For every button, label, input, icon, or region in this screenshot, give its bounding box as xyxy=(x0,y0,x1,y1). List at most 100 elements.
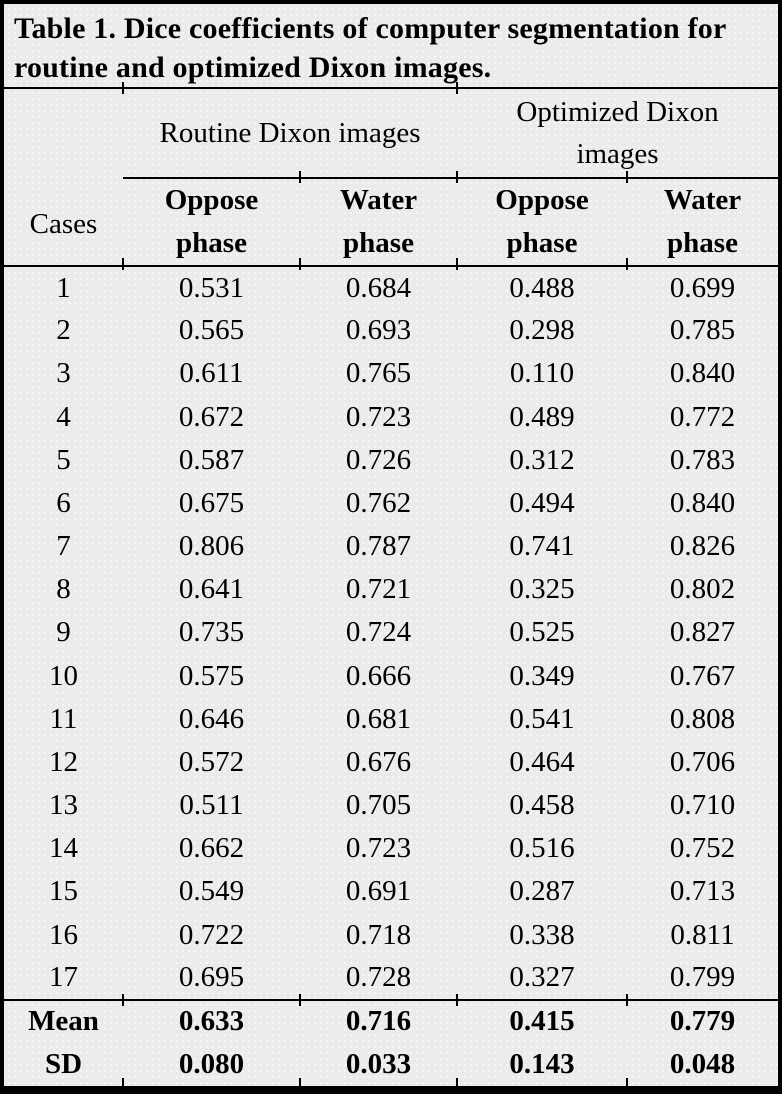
summary-label: SD xyxy=(44,1047,83,1080)
dice-value: 0.691 xyxy=(345,875,412,908)
column-divider-tick xyxy=(122,82,124,94)
dice-value: 0.641 xyxy=(178,573,245,606)
dice-value: 0.489 xyxy=(509,400,575,433)
table-row: 13 0.511 0.705 0.458 0.710 xyxy=(4,784,778,827)
column-divider-tick xyxy=(626,171,628,183)
column-divider-tick xyxy=(456,994,458,1006)
dice-value: 0.549 xyxy=(178,875,245,908)
dice-value: 0.741 xyxy=(509,530,575,563)
table-row: 8 0.641 0.721 0.325 0.802 xyxy=(4,568,778,611)
case-number: 2 xyxy=(56,314,71,347)
table-row: 16 0.722 0.718 0.338 0.811 xyxy=(4,914,778,957)
dice-value: 0.783 xyxy=(669,443,736,476)
dice-value: 0.325 xyxy=(509,573,575,606)
dice-value: 0.718 xyxy=(345,918,412,951)
dice-value: 0.572 xyxy=(178,745,245,778)
dice-value: 0.516 xyxy=(509,832,575,865)
table-row: 15 0.549 0.691 0.287 0.713 xyxy=(4,870,778,913)
dice-value: 0.511 xyxy=(179,789,244,822)
column-divider-tick xyxy=(122,258,124,270)
dice-value: 0.723 xyxy=(345,400,412,433)
case-number: 8 xyxy=(56,573,71,606)
dice-value: 0.722 xyxy=(178,918,245,951)
dice-value: 0.575 xyxy=(178,659,245,692)
dice-value: 0.726 xyxy=(345,443,412,476)
dice-value: 0.415 xyxy=(509,1005,575,1038)
table-row: 2 0.565 0.693 0.298 0.785 xyxy=(4,309,778,352)
table-row: 9 0.735 0.724 0.525 0.827 xyxy=(4,611,778,654)
table-row: 11 0.646 0.681 0.541 0.808 xyxy=(4,698,778,741)
dice-value: 0.675 xyxy=(178,486,245,519)
dice-value: 0.787 xyxy=(345,530,412,563)
dice-value: 0.488 xyxy=(509,271,575,304)
column-divider-tick xyxy=(299,1078,301,1086)
column-divider-tick xyxy=(299,171,301,183)
table-row: 14 0.662 0.723 0.516 0.752 xyxy=(4,827,778,870)
summary-label: Mean xyxy=(28,1005,99,1038)
table-body: 1 0.531 0.684 0.488 0.699 2 0.565 0.693 … xyxy=(4,266,779,1001)
group-header-optimized-label: Optimized Dixon images xyxy=(516,96,719,170)
dice-value: 0.048 xyxy=(669,1047,736,1080)
table-row: 12 0.572 0.676 0.464 0.706 xyxy=(4,741,778,784)
column-divider-tick xyxy=(456,1078,458,1086)
table-row: 17 0.695 0.728 0.327 0.799 xyxy=(4,956,779,1001)
dice-value: 0.458 xyxy=(509,789,575,822)
group-header-row: Cases Routine Dixon images Optimized Dix… xyxy=(4,89,779,267)
dice-value: 0.779 xyxy=(669,1005,736,1038)
dice-value: 0.721 xyxy=(345,573,412,606)
dice-value: 0.672 xyxy=(178,400,245,433)
dice-value: 0.080 xyxy=(178,1047,245,1080)
case-number: 4 xyxy=(56,400,71,433)
table-row: 3 0.611 0.765 0.110 0.840 xyxy=(4,352,778,395)
case-number: 17 xyxy=(4,956,123,1001)
cases-column-header: Cases xyxy=(4,89,123,267)
dice-value: 0.298 xyxy=(509,314,575,347)
dice-value: 0.826 xyxy=(669,530,736,563)
dice-value: 0.587 xyxy=(178,443,245,476)
dice-value: 0.767 xyxy=(669,659,736,692)
dice-value: 0.611 xyxy=(179,357,244,390)
group-header-optimized: Optimized Dixon images xyxy=(457,89,779,179)
dice-value: 0.735 xyxy=(178,616,245,649)
dice-value: 0.110 xyxy=(509,357,575,390)
table-row: 10 0.575 0.666 0.349 0.767 xyxy=(4,655,778,698)
dice-value: 0.646 xyxy=(178,702,245,735)
case-number: 7 xyxy=(56,530,71,563)
case-number: 13 xyxy=(49,789,78,822)
case-number: 5 xyxy=(56,443,71,476)
group-header-routine: Routine Dixon images xyxy=(123,89,458,179)
dice-value: 0.525 xyxy=(509,616,575,649)
column-divider-tick xyxy=(299,258,301,270)
case-number: 11 xyxy=(49,702,78,735)
dice-value: 0.752 xyxy=(669,832,736,865)
dice-value: 0.327 xyxy=(457,956,628,1001)
dice-value: 0.785 xyxy=(669,314,736,347)
dice-value: 0.808 xyxy=(669,702,736,735)
dice-value: 0.724 xyxy=(345,616,412,649)
dice-value: 0.033 xyxy=(345,1047,412,1080)
sub-header-routine-oppose: Oppose phase xyxy=(123,178,300,267)
dice-value: 0.349 xyxy=(509,659,575,692)
dice-value: 0.633 xyxy=(178,1005,245,1038)
dice-value: 0.772 xyxy=(669,400,736,433)
dice-value: 0.681 xyxy=(345,702,412,735)
dice-value: 0.666 xyxy=(345,659,412,692)
column-divider-tick xyxy=(122,1078,124,1086)
case-number: 1 xyxy=(56,271,71,304)
table-row: 6 0.675 0.762 0.494 0.840 xyxy=(4,482,778,525)
case-number: 16 xyxy=(49,918,78,951)
table-header: Cases Routine Dixon images Optimized Dix… xyxy=(4,89,779,267)
dice-value: 0.312 xyxy=(509,443,575,476)
dice-value: 0.765 xyxy=(345,357,412,390)
dice-value: 0.494 xyxy=(509,486,575,519)
dice-value: 0.565 xyxy=(178,314,245,347)
dice-value: 0.541 xyxy=(509,702,575,735)
table-summary: Mean 0.633 0.716 0.415 0.779 SD 0.080 0.… xyxy=(4,1000,778,1086)
dice-value: 0.713 xyxy=(669,875,736,908)
dice-value: 0.662 xyxy=(178,832,245,865)
dice-value: 0.693 xyxy=(345,314,412,347)
sub-header-row: Oppose phase Water phase Oppose phase Wa… xyxy=(4,178,779,267)
dice-value: 0.799 xyxy=(627,956,779,1001)
table-row: 1 0.531 0.684 0.488 0.699 xyxy=(4,266,778,309)
